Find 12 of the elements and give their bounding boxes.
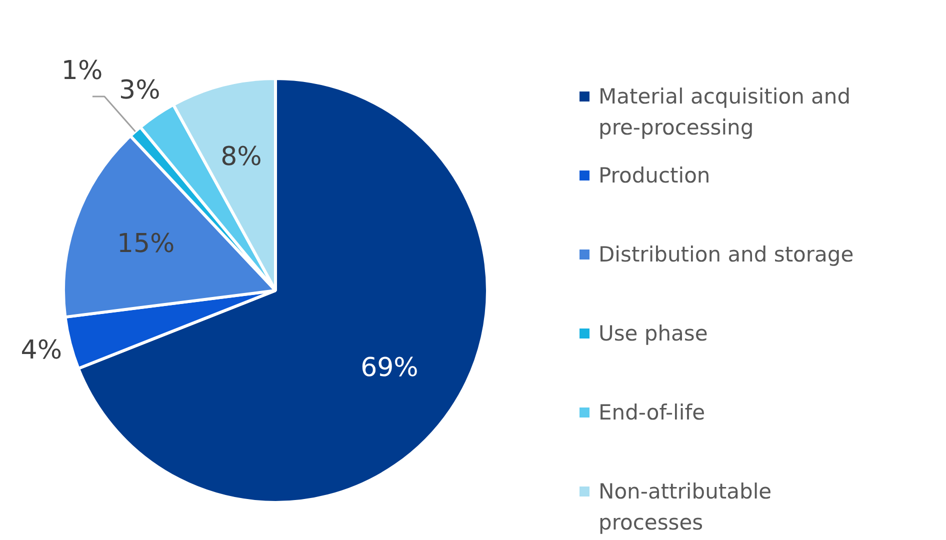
data-label: 15% xyxy=(116,228,175,259)
data-label: 8% xyxy=(220,142,262,172)
legend-label: Production xyxy=(598,164,710,188)
data-label: 4% xyxy=(20,336,62,366)
legend-label: Non-attributable processes xyxy=(598,480,772,535)
legend-label: End-of-life xyxy=(598,400,706,424)
legend-label: Use phase xyxy=(598,322,708,346)
legend-label: Material acquisition and pre-processing xyxy=(598,84,851,140)
legend-label: Distribution and storage xyxy=(598,242,854,266)
data-label: 69% xyxy=(360,352,418,383)
data-label: 1% xyxy=(61,56,103,86)
data-label: 3% xyxy=(119,76,160,106)
